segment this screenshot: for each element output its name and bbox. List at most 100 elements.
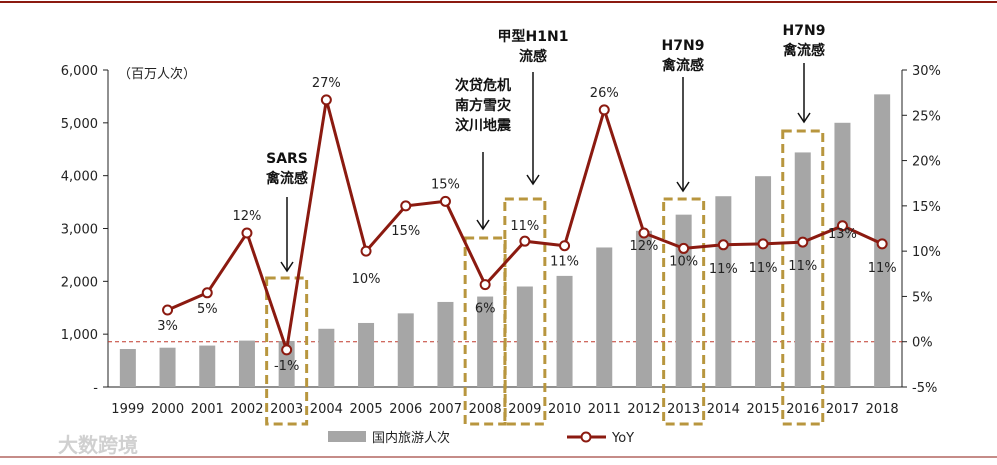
x-tick-label: 2008 (469, 402, 502, 417)
yoy-point (638, 227, 650, 239)
bar (755, 176, 772, 387)
yoy-point (598, 104, 610, 116)
annotation-text: SARS (266, 151, 308, 167)
annotation-text: H7N9 (662, 38, 705, 54)
yoy-point (479, 279, 491, 291)
annotation-arrow-head (526, 174, 540, 186)
annotation-text: 流感 (519, 48, 547, 65)
left-tick-label: 2,000 (61, 275, 98, 290)
yoy-series: 3% 5% 12% -1% 27% 10% 15% 15% 6% 11% 11% 26% 12% 10% 1… (157, 76, 896, 374)
annotation-text: 汶川地震 (455, 117, 512, 134)
left-tick-label: 5,000 (61, 117, 98, 132)
left-tick-label: 1,000 (61, 328, 98, 343)
yoy-point (519, 235, 531, 247)
bar (238, 340, 255, 387)
bar (675, 214, 692, 387)
right-tick-label: 0% (912, 336, 933, 351)
right-tick-label: 30% (912, 64, 941, 79)
annotation-arrow-head (676, 181, 690, 193)
yoy-data-label: -1% (274, 359, 299, 374)
legend-label-line: YoY (611, 431, 634, 446)
yoy-point (678, 242, 690, 254)
right-tick-label: 25% (912, 109, 941, 124)
x-tick-label: 2015 (747, 402, 780, 417)
highlight-box (781, 129, 825, 426)
yoy-point (717, 239, 729, 251)
legend-label-bars: 国内旅游人次 (372, 430, 450, 446)
right-tick-label: 10% (912, 245, 941, 260)
annotation-text: 南方雪灾 (455, 97, 512, 114)
left-tick-label: 3,000 (61, 223, 98, 238)
x-tick-label: 2001 (191, 402, 224, 417)
bar (119, 349, 136, 387)
x-tick-label: 2014 (707, 402, 740, 417)
bar (437, 301, 454, 387)
yoy-data-label: 5% (197, 302, 218, 317)
annotation-text: 禽流感 (782, 42, 825, 59)
yoy-point (162, 304, 174, 316)
bar (477, 296, 494, 387)
bar (556, 275, 573, 387)
legend-swatch-bars (328, 431, 366, 442)
yoy-point (836, 220, 848, 232)
annotation-text: 次贷危机 (455, 77, 511, 94)
annotation-text: H7N9 (783, 23, 826, 39)
yoy-data-label: 11% (749, 261, 778, 276)
yoy-point (201, 287, 213, 299)
yoy-data-label: 11% (709, 262, 738, 277)
annotation-text: 禽流感 (661, 57, 704, 74)
yoy-data-label: 15% (391, 224, 420, 239)
x-tick-label: 2011 (588, 402, 621, 417)
right-tick-label: -5% (912, 381, 937, 396)
right-tick-label: 5% (912, 290, 933, 305)
left-axis-unit: （百万人次） (118, 66, 196, 82)
x-tick-label: 2006 (389, 402, 422, 417)
x-tick-label: 2004 (310, 402, 343, 417)
yoy-point (439, 195, 451, 207)
legend: 国内旅游人次 YoY (328, 430, 634, 446)
yoy-point (320, 94, 332, 106)
legend-swatch-marker (580, 431, 592, 443)
yoy-data-label: 3% (157, 319, 178, 334)
yoy-point (757, 238, 769, 250)
yoy-data-label: 11% (788, 259, 817, 274)
x-tick-label: 2017 (826, 402, 859, 417)
yoy-data-label: 12% (232, 209, 261, 224)
bar (635, 230, 652, 387)
x-tick-label: 2002 (230, 402, 263, 417)
bar (715, 196, 732, 387)
yoy-point (281, 344, 293, 356)
yoy-data-label: 6% (475, 302, 496, 317)
annotation-arrow-head (797, 112, 811, 124)
x-tick-label: 1999 (111, 402, 144, 417)
x-tick-label: 2007 (429, 402, 462, 417)
yoy-data-label: 10% (669, 254, 698, 269)
bar (794, 152, 811, 387)
annotation-arrow-head (476, 219, 490, 231)
yoy-data-label: 11% (510, 219, 539, 234)
yoy-point (400, 200, 412, 212)
yoy-point (876, 238, 888, 250)
annotation-text: 甲型H1N1 (498, 28, 569, 45)
watermark: 大数跨境 (58, 433, 138, 457)
x-tick-label: 2003 (270, 402, 303, 417)
left-tick-label: 4,000 (61, 170, 98, 185)
bar (358, 322, 375, 387)
x-tick-label: 2005 (350, 402, 383, 417)
highlight-box (662, 197, 706, 426)
yoy-data-label: 12% (629, 239, 658, 254)
x-tick-label: 2012 (627, 402, 660, 417)
yoy-data-label: 10% (352, 272, 381, 287)
right-tick-label: 20% (912, 155, 941, 170)
annotation-arrow-head (280, 261, 294, 273)
right-tick-label: 15% (912, 200, 941, 215)
yoy-point (559, 240, 571, 252)
x-tick-label: 2000 (151, 402, 184, 417)
yoy-data-label: 13% (828, 227, 857, 242)
yoy-data-label: 11% (550, 255, 579, 270)
bar (318, 328, 335, 387)
annotation-text: 禽流感 (265, 170, 308, 187)
bar (199, 345, 216, 387)
yoy-point (241, 227, 253, 239)
left-tick-label: - (93, 381, 98, 396)
